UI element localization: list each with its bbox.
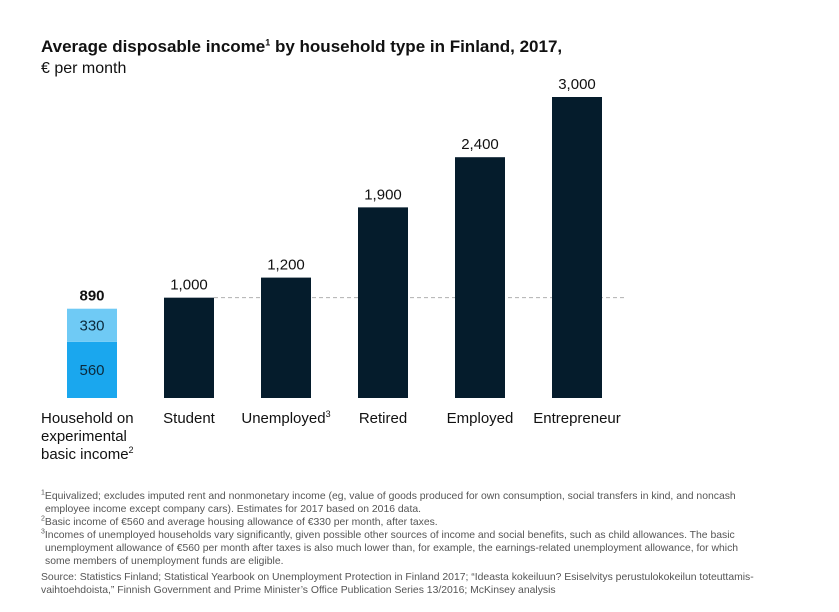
chart-title-block: Average disposable income1 by household … xyxy=(41,36,562,80)
category-label-employed: Employed xyxy=(447,410,514,427)
bar-student xyxy=(164,297,214,398)
bar-segment-label-basic-income: 560 xyxy=(79,362,104,379)
value-label-household-on-experimental-basic-income: 890 xyxy=(79,288,104,305)
category-label-student: Student xyxy=(163,410,216,427)
footnote-1-mark: 1 xyxy=(41,489,45,497)
chart-title-footnote-mark: 1 xyxy=(265,37,271,48)
footnote-3-line-2: unemployment allowance of €560 per month… xyxy=(45,543,739,554)
category-label-retired: Retired xyxy=(359,410,407,427)
source-line-2: vaihtoehdoista,” Finnish Government and … xyxy=(41,585,556,596)
footnote-2-line-1: Basic income of €560 and average housing… xyxy=(44,517,438,528)
value-label-retired: 1,900 xyxy=(364,186,402,203)
bar-retired xyxy=(358,207,408,398)
chart-title-suffix: by household type in Finland, 2017, xyxy=(270,37,563,56)
footnotes: 1Equivalized; excludes imputed rent and … xyxy=(41,490,831,597)
bar-chart: 560 330 890 1,000 1,200 1,900 2,400 3,000 Househ… xyxy=(41,76,625,463)
bar-entrepreneur xyxy=(552,97,602,398)
footnote-3-line-1: Incomes of unemployed households vary si… xyxy=(44,530,735,541)
footnote-3: 3Incomes of unemployed households vary s… xyxy=(41,529,831,568)
category-label-household-on-experimental-basic-income: Household on experimental basic income2 xyxy=(41,410,134,463)
source-line-1: Source: Statistics Finland; Statistical … xyxy=(41,572,754,583)
value-label-employed: 2,400 xyxy=(461,136,499,153)
footnote-3-line-3: some members of unemployment funds are e… xyxy=(45,556,284,567)
chart-title-text: Average disposable income xyxy=(41,37,266,56)
chart-subtitle: € per month xyxy=(41,60,127,77)
footnote-2: 2Basic income of €560 and average housin… xyxy=(41,516,831,529)
bar-employed xyxy=(455,157,505,398)
value-label-entrepreneur: 3,000 xyxy=(558,76,596,93)
bar-segment-basic-income xyxy=(67,341,117,398)
category-label-entrepreneur: Entrepreneur xyxy=(533,410,621,427)
bar-segment-housing-allowance xyxy=(67,308,117,342)
footnote-1: 1Equivalized; excludes imputed rent and … xyxy=(41,490,831,516)
footnote-1-line-2: employee income except company cars). Es… xyxy=(45,504,422,515)
footnote-1-line-1: Equivalized; excludes imputed rent and n… xyxy=(44,491,736,502)
category-label-unemployed: Unemployed3 xyxy=(241,409,330,427)
footnote-2-mark: 2 xyxy=(41,515,45,523)
chart-title: Average disposable income1 by household … xyxy=(41,36,562,58)
source-note: Source: Statistics Finland; Statistical … xyxy=(41,571,831,597)
value-label-unemployed: 1,200 xyxy=(267,257,305,274)
bar-unemployed xyxy=(261,277,311,398)
value-label-student: 1,000 xyxy=(170,277,208,294)
bar-segment-label-housing-allowance: 330 xyxy=(79,317,104,334)
footnote-3-mark: 3 xyxy=(41,528,45,536)
